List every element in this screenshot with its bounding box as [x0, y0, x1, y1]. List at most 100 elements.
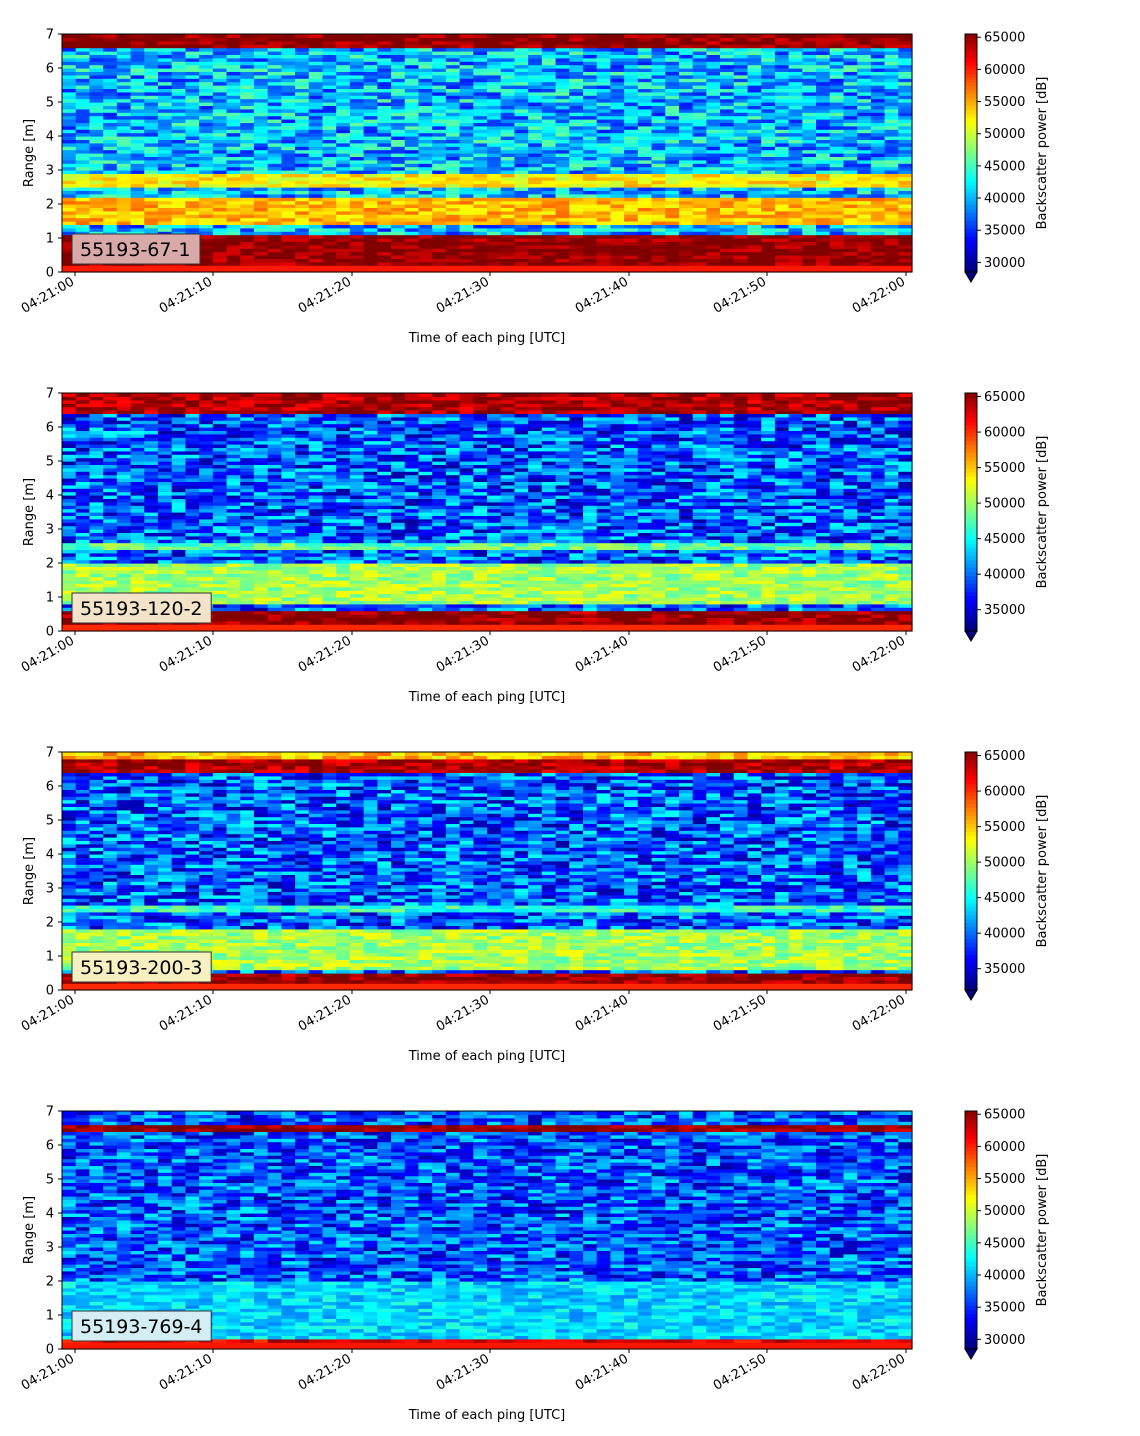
heatmap-cell — [692, 142, 707, 147]
heatmap-cell — [267, 159, 282, 164]
heatmap-cell — [569, 156, 584, 161]
heatmap-cell — [445, 265, 461, 270]
heatmap-cell — [267, 187, 282, 191]
heatmap-cell — [116, 190, 132, 195]
heatmap-cell — [336, 78, 351, 83]
heatmap-cell — [487, 170, 502, 174]
heatmap-cell — [349, 244, 365, 249]
heatmap-cell — [62, 98, 77, 103]
heatmap-cell — [295, 71, 310, 76]
heatmap-cell — [445, 47, 461, 52]
heatmap-cell — [157, 163, 173, 168]
heatmap-cell — [610, 88, 625, 93]
heatmap-cell — [75, 163, 91, 168]
heatmap-cell — [610, 200, 625, 205]
heatmap-cell — [692, 193, 707, 198]
heatmap-cell — [706, 265, 721, 270]
heatmap-cell — [240, 47, 255, 52]
heatmap-cell — [569, 102, 584, 106]
heatmap-cell — [157, 153, 173, 157]
heatmap-cell — [829, 34, 845, 38]
heatmap-cell — [774, 200, 790, 205]
heatmap-cell — [281, 146, 296, 151]
colorbar-segment — [965, 256, 977, 261]
heatmap-cell — [130, 187, 145, 191]
heatmap-cell — [391, 108, 406, 113]
heatmap-cell — [75, 146, 91, 151]
heatmap-cell — [308, 217, 324, 222]
heatmap-cell — [541, 190, 557, 195]
heatmap-cell — [336, 68, 351, 72]
heatmap-cell — [432, 214, 447, 219]
colorbar-segment — [965, 212, 977, 218]
heatmap-cell — [363, 234, 378, 239]
heatmap-cell — [349, 142, 365, 147]
heatmap-cell — [884, 210, 899, 215]
heatmap-cell — [459, 156, 474, 161]
heatmap-cell — [487, 166, 502, 171]
heatmap-cell — [199, 44, 214, 49]
heatmap-cell — [226, 200, 241, 205]
heatmap-cell — [514, 187, 529, 191]
heatmap-cell — [692, 244, 707, 249]
heatmap-cell — [651, 217, 666, 222]
heatmap-cell — [569, 119, 584, 123]
heatmap-cell — [816, 251, 831, 256]
heatmap-cell — [624, 112, 639, 117]
heatmap-cell — [473, 255, 488, 259]
heatmap-cell — [130, 163, 145, 168]
heatmap-cell — [487, 85, 502, 89]
heatmap-cell — [267, 129, 282, 134]
heatmap-cell — [624, 54, 639, 59]
heatmap-cell — [500, 78, 516, 83]
heatmap-cell — [391, 132, 406, 137]
heatmap-cell — [843, 210, 858, 215]
heatmap-cell — [116, 95, 132, 100]
heatmap-cell — [610, 204, 625, 208]
heatmap-cell — [295, 193, 310, 198]
heatmap-cell — [637, 125, 653, 130]
heatmap-cell — [473, 224, 488, 229]
heatmap-cell — [678, 217, 694, 222]
heatmap-cell — [418, 159, 433, 164]
heatmap-cell — [267, 102, 282, 106]
heatmap-cell — [212, 238, 228, 242]
heatmap-cell — [322, 91, 337, 96]
colorbar-segment — [965, 188, 977, 194]
heatmap-cell — [432, 173, 447, 178]
heatmap-cell — [253, 115, 269, 120]
heatmap-cell — [582, 241, 598, 246]
heatmap-cell — [528, 47, 543, 52]
heatmap-cell — [637, 71, 653, 76]
heatmap-cell — [432, 78, 447, 83]
heatmap-cell — [130, 98, 145, 103]
heatmap-cell — [157, 142, 173, 147]
heatmap-cell — [322, 153, 337, 157]
heatmap-cell — [487, 44, 502, 49]
heatmap-cell — [802, 142, 817, 147]
heatmap-cell — [391, 74, 406, 79]
heatmap-cell — [62, 91, 77, 96]
heatmap-cell — [678, 34, 694, 38]
heatmap-cell — [884, 183, 899, 188]
heatmap-cell — [116, 231, 132, 236]
heatmap-cell — [185, 265, 200, 270]
heatmap-cell — [349, 64, 365, 69]
heatmap-cell — [582, 166, 598, 171]
heatmap-cell — [212, 248, 228, 253]
heatmap-cell — [432, 112, 447, 117]
heatmap-cell — [226, 88, 241, 93]
heatmap-cell — [349, 57, 365, 62]
heatmap-cell — [144, 132, 159, 137]
heatmap-cell — [500, 44, 516, 49]
heatmap-cell — [62, 244, 77, 249]
heatmap-cell — [870, 142, 886, 147]
heatmap-cell — [336, 95, 351, 100]
heatmap-cell — [377, 37, 392, 42]
heatmap-cell — [487, 91, 502, 96]
heatmap-cell — [391, 193, 406, 198]
heatmap-cell — [199, 85, 214, 89]
heatmap-cell — [445, 81, 461, 86]
heatmap-cell — [788, 166, 803, 171]
heatmap-cell — [349, 227, 365, 232]
